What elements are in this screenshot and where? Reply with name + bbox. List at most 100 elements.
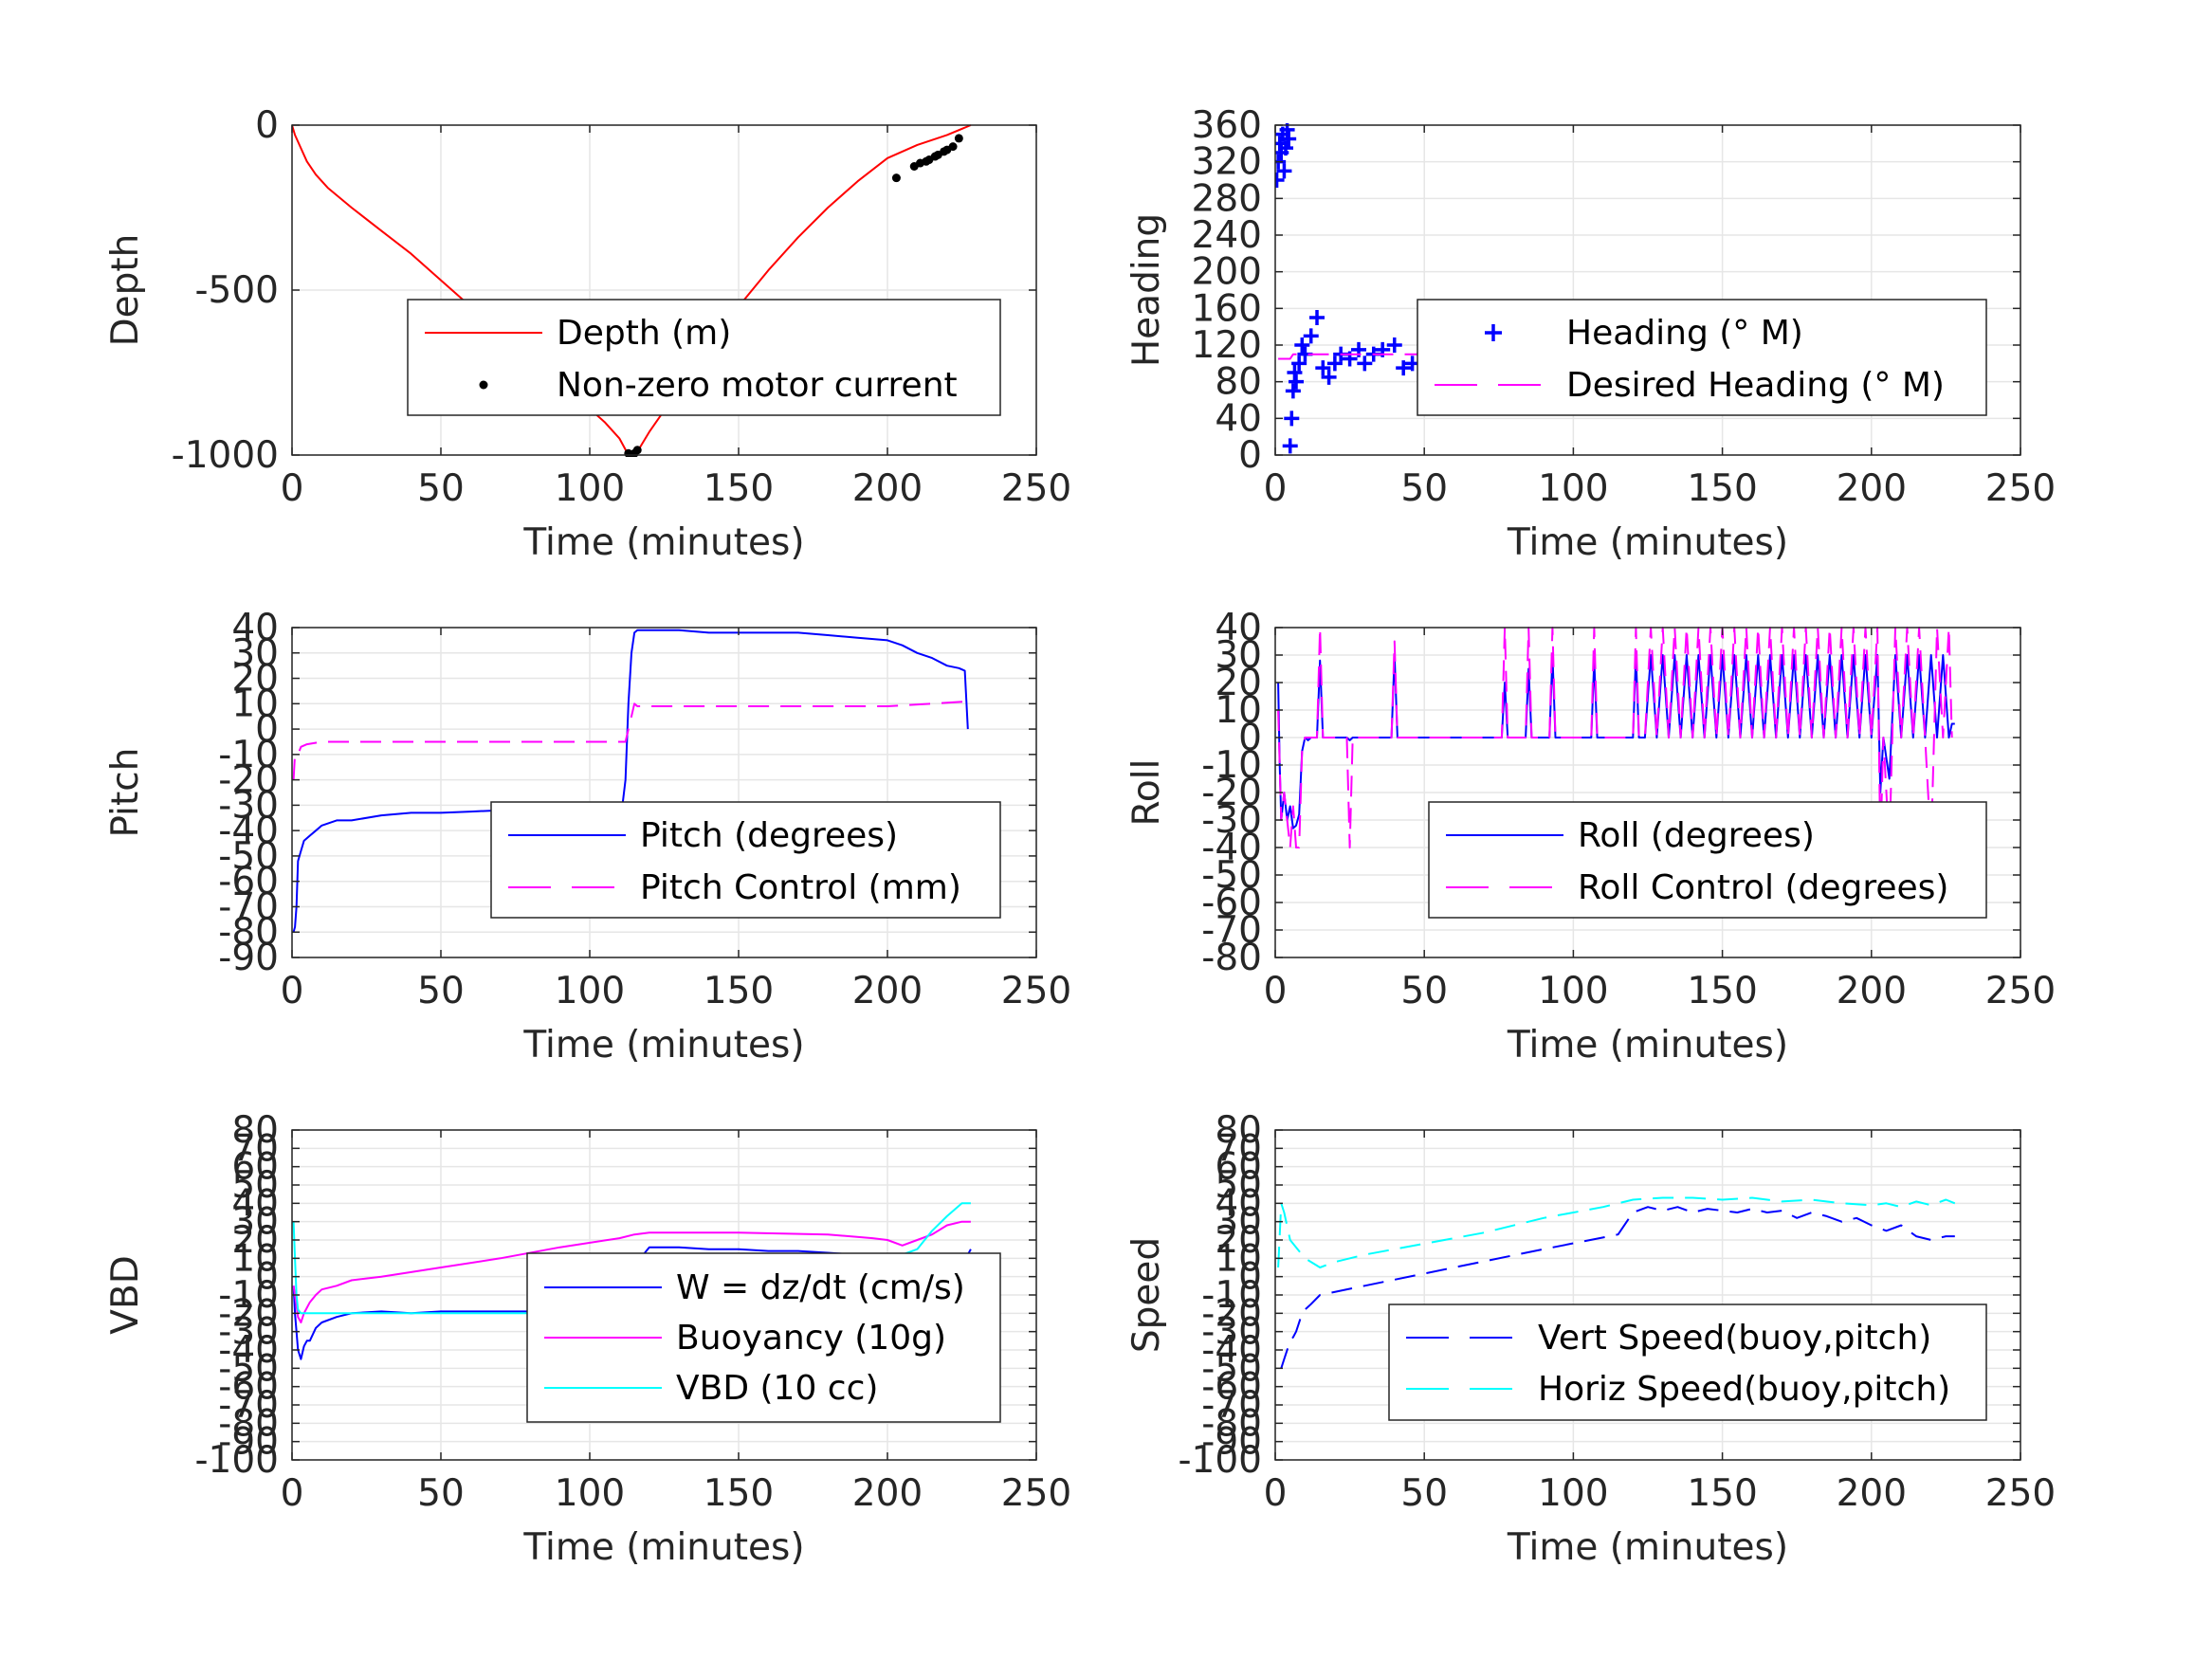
axes-box: [1274, 124, 2021, 456]
x-axis-label: Time (minutes): [522, 521, 804, 564]
data-point: [1284, 410, 1300, 427]
legend-label: Roll (degrees): [1578, 816, 1815, 855]
x-tick-label: 250: [1001, 467, 1071, 510]
legend-box: [407, 299, 1001, 416]
legend: W = dz/dt (cm/s) Buoyancy (10g) VBD (10 cc…: [526, 1252, 1001, 1423]
x-tick-label: 100: [1538, 970, 1608, 1012]
x-tick-label: 200: [1837, 1472, 1907, 1515]
x-tick-label: 100: [555, 467, 625, 510]
y-tick-label: 30: [1215, 1201, 1262, 1244]
y-tick-label: 40: [231, 1182, 279, 1225]
plot-area: [1277, 1196, 1956, 1369]
legend: Pitch (degrees) Pitch Control (mm): [490, 801, 1001, 919]
y-tick-label: -80: [218, 1402, 279, 1445]
y-tick-label: -60: [1201, 1366, 1262, 1409]
legend-label: Roll Control (degrees): [1578, 868, 1948, 907]
y-tick-label: -10: [218, 1274, 279, 1317]
y-tick-label: 70: [1215, 1127, 1262, 1170]
x-tick-label: 50: [417, 970, 465, 1012]
data-point: [1281, 131, 1297, 147]
legend-box: [1417, 299, 1987, 416]
x-tick-label: 100: [1538, 1472, 1608, 1515]
legend-label: W = dz/dt (cm/s): [676, 1268, 965, 1307]
x-tick-label: 50: [417, 467, 465, 510]
y-tick-label: 40: [1215, 397, 1262, 440]
axes-2: 0 50 100 150 200 2500408012016020024028032036…: [1125, 104, 2056, 564]
y-tick-label: -20: [218, 1292, 279, 1335]
y-tick-label: -30: [218, 784, 279, 827]
x-tick-label: 250: [1001, 1472, 1071, 1515]
axes-5: 0 50 100 150 200 250-100-90-80-70-60-50-40-30…: [104, 1109, 1071, 1569]
y-tick-label: 60: [231, 1146, 279, 1189]
y-tick-label: -50: [218, 835, 279, 878]
y-tick-label: 30: [231, 1201, 279, 1244]
x-tick-label: 200: [852, 970, 923, 1012]
x-axis-label: Time (minutes): [1507, 521, 1788, 564]
x-tick-label: 50: [1400, 970, 1448, 1012]
series-line-1: [292, 124, 972, 456]
legend-label: Pitch Control (mm): [640, 868, 961, 907]
x-tick-label: 150: [1687, 970, 1757, 1012]
y-tick-label: 10: [1215, 689, 1262, 732]
legend-label: Non-zero motor current: [557, 366, 958, 405]
x-tick-label: 50: [1400, 467, 1448, 510]
y-tick-label: 50: [1215, 1164, 1262, 1207]
y-tick-label: 20: [1215, 662, 1262, 704]
data-point: [1289, 374, 1305, 390]
y-tick-label: 280: [1192, 177, 1262, 220]
legend-box: [490, 801, 1001, 919]
legend-label: Heading (° M): [1566, 314, 1803, 353]
axes-1: 0 50 100 150 200 250 -1000 -500 0 Time (minutes) D…: [104, 104, 1071, 564]
y-tick-label: 40: [1215, 1182, 1262, 1225]
x-tick-label: 100: [555, 1472, 625, 1515]
y-tick-label: -20: [218, 759, 279, 802]
y-tick-label: -20: [1201, 772, 1262, 814]
y-tick-label: 240: [1192, 214, 1262, 257]
y-tick-label: -90: [218, 1421, 279, 1464]
y-tick-label: 20: [231, 658, 279, 701]
y-tick-label: -30: [1201, 1311, 1262, 1354]
x-tick-label: 0: [1264, 467, 1288, 510]
y-tick-label: 10: [231, 683, 279, 725]
data-point: [1291, 356, 1307, 372]
data-point: [1386, 337, 1402, 353]
y-axis-label: Heading: [1125, 213, 1168, 367]
y-tick-label: 20: [1215, 1219, 1262, 1262]
legend: Depth (m) Non-zero motor current: [407, 299, 1001, 416]
y-tick-label: -30: [218, 1311, 279, 1354]
y-tick-label: 20: [231, 1219, 279, 1262]
y-axis-label: Pitch: [104, 748, 147, 838]
x-tick-label: 100: [1538, 467, 1608, 510]
x-axis-label: Time (minutes): [522, 1526, 804, 1569]
x-tick-label: 250: [1985, 970, 2056, 1012]
series-line-1: [292, 629, 969, 933]
y-tick-label: -50: [1201, 1347, 1262, 1390]
y-tick-label: 0: [255, 1256, 279, 1299]
legend: Roll (degrees) Roll Control (degrees): [1428, 801, 1987, 919]
y-tick-label: 80: [1215, 361, 1262, 404]
y-tick-label: -50: [218, 1347, 279, 1390]
x-tick-label: 100: [555, 970, 625, 1012]
y-tick-label: 40: [231, 607, 279, 649]
x-tick-label: 0: [1264, 1472, 1288, 1515]
x-tick-label: 0: [281, 970, 304, 1012]
series-line-2: [1277, 1196, 1956, 1268]
legend-marker: [1485, 324, 1502, 341]
y-tick-label: 80: [231, 1109, 279, 1152]
y-tick-label: -10: [1201, 1274, 1262, 1317]
y-tick-label: -100: [194, 1439, 279, 1482]
data-point: [1285, 383, 1301, 399]
y-tick-label: -80: [1201, 1402, 1262, 1445]
legend-label: Desired Heading (° M): [1566, 366, 1945, 405]
x-tick-label: 150: [1687, 467, 1757, 510]
y-tick-label: 0: [1238, 1256, 1262, 1299]
axes-3: 0 50 100 150 200 250-90-80-70-60-50-40-30-20-…: [104, 607, 1071, 1066]
y-tick-label: -80: [218, 911, 279, 954]
x-tick-label: 200: [1837, 970, 1907, 1012]
y-tick-label: 10: [231, 1237, 279, 1280]
x-tick-label: 0: [281, 467, 304, 510]
axes-4: 0 50 100 150 200 250-80-70-60-50-40-30-20-100…: [1125, 607, 2056, 1066]
legend: Vert Speed(buoy,pitch) Horiz Speed(buoy,p…: [1388, 1304, 1987, 1421]
y-tick-label: -40: [1201, 827, 1262, 869]
legend-box: [1388, 1304, 1987, 1421]
